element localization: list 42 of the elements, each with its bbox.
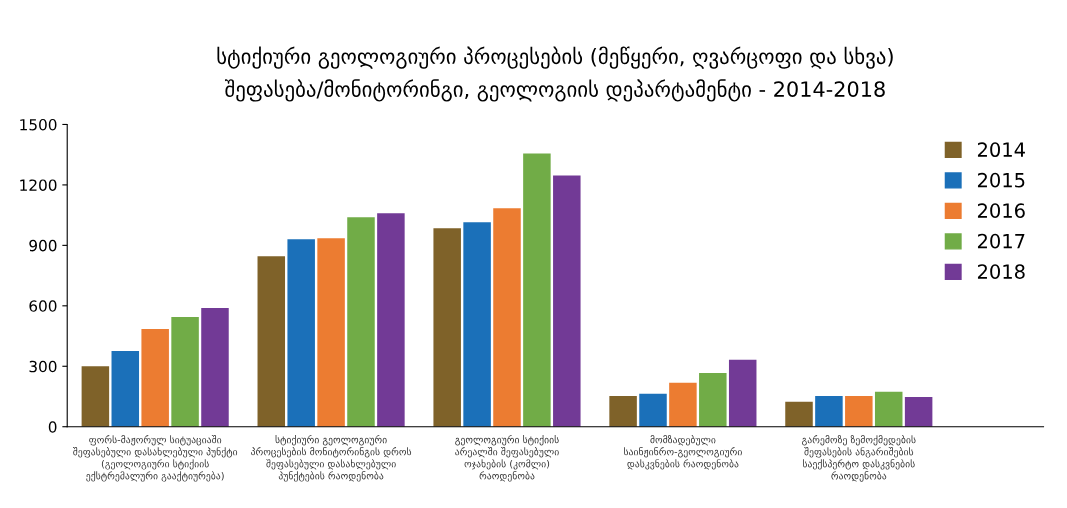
y-tick-label: 300 [29, 360, 57, 373]
bar [171, 316, 199, 427]
bar [463, 222, 491, 427]
x-tick-label: სტიქიური გეოლოგიური პროცესების მონიტორინგის დროს შეფასებული დასახლებული პუნქტების რაოდენობა [251, 435, 412, 482]
legend-label: 2017 [977, 233, 1025, 249]
y-tick-label: 1200 [20, 179, 57, 191]
bar [347, 217, 375, 427]
bar [785, 401, 813, 427]
x-tick-label: ფორს-მაჟორულ სიტუაციაში შეფასებული დასახლებული პუნქტი (გეოლოგიური სტიქიის ექსტრემალური გააქტიურება) [73, 435, 238, 482]
legend-label: 2016 [977, 203, 1025, 218]
y-tick-label: 0 [48, 421, 57, 433]
bar [728, 359, 757, 427]
bar [317, 238, 345, 427]
y-tick-label: 1500 [20, 118, 57, 131]
bar [639, 393, 667, 427]
bar [553, 175, 581, 427]
bar [845, 395, 873, 427]
bar [904, 396, 933, 427]
bar [669, 382, 697, 427]
bar [523, 153, 551, 427]
legend-label: 2015 [977, 172, 1025, 188]
bar [815, 395, 843, 427]
bar [609, 395, 637, 427]
bar [287, 239, 315, 427]
legend-label: 2014 [977, 142, 1025, 158]
bar [257, 256, 286, 427]
bar [433, 228, 461, 427]
bar [699, 372, 727, 427]
bar [81, 366, 110, 427]
x-tick-label: გეოლოგიური სტიქიის არეალში შეფასებული ოჯახების (კომლი) რაოდენობა [455, 435, 559, 482]
chart-title: სტიქიური გეოლოგიური პროცესების (მეწყერი, ღვარცოფი და სხვა) შეფასება/მონიტორინგი, გეოლოგიის დეპარტამენტი - 2014-2018 [217, 46, 893, 102]
x-tick-label: გარემოზე ზემოქმედების შეფასების ანგარიშების საექსპერტო დასკვნების რაოდენობა [802, 435, 916, 482]
bar [141, 328, 169, 427]
legend-label: 2018 [977, 264, 1025, 279]
bar [377, 213, 405, 427]
y-tick-label: 600 [29, 300, 57, 312]
bar [874, 391, 903, 427]
x-tick-label: მომზადებული საინჟინრო-გეოლოგიური დასკვნების რაოდენობა [624, 435, 742, 470]
y-tick-label: 900 [29, 239, 57, 252]
bar [493, 208, 521, 427]
bar [111, 350, 140, 427]
bar [201, 308, 229, 427]
